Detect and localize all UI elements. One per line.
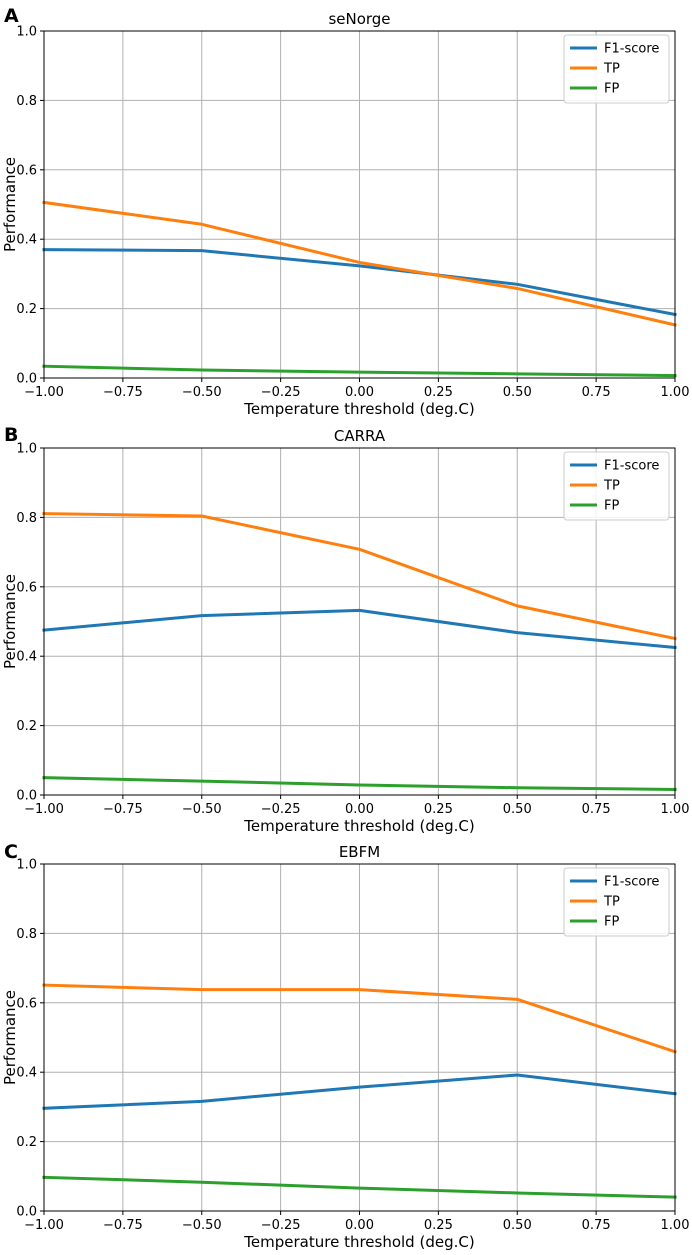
y-tick-label: 0.0 [16, 789, 37, 804]
x-tick-label: 0.50 [503, 1218, 532, 1233]
series-line-fp [42, 364, 677, 378]
x-axis-label: Temperature threshold (deg.C) [243, 817, 474, 835]
y-tick-label: 0.6 [16, 163, 37, 178]
x-tick-label: 1.00 [661, 385, 690, 400]
series-line-f1-score [42, 248, 677, 317]
x-tick-label: 0.50 [503, 385, 532, 400]
legend: F1-score TP FP [563, 451, 670, 521]
x-tick-label: 1.00 [661, 802, 690, 817]
y-tick-label: 0.8 [16, 927, 37, 942]
y-tick-label: 0.2 [16, 302, 37, 317]
x-tick-label: 0.75 [582, 1218, 611, 1233]
x-tick-label: −0.50 [182, 802, 222, 817]
panel-letter: B [4, 424, 18, 446]
legend-label: TP [603, 895, 620, 910]
y-tick-label: 0.6 [16, 580, 37, 595]
y-tick-label: 0.2 [16, 719, 37, 734]
x-tick-label: 0.00 [345, 1218, 374, 1233]
x-tick-label: −0.75 [103, 385, 143, 400]
legend-box [563, 867, 670, 937]
y-tick-label: 0.6 [16, 996, 37, 1011]
legend-label: F1-score [604, 459, 659, 474]
y-tick-label: 0.0 [16, 1205, 37, 1220]
chart-title: EBFM [339, 843, 380, 861]
y-tick-label: 0.0 [16, 372, 37, 387]
x-tick-label: −0.50 [182, 385, 222, 400]
legend: F1-score TP FP [563, 867, 670, 937]
y-tick-label: 0.8 [16, 94, 37, 109]
x-tick-label: −0.25 [261, 385, 301, 400]
panel-letter: A [4, 5, 19, 27]
x-tick-label: −0.50 [182, 1218, 222, 1233]
x-tick-label: 0.25 [424, 385, 453, 400]
y-tick-label: 1.0 [16, 442, 37, 457]
y-tick-label: 0.2 [16, 1135, 37, 1150]
x-tick-label: 1.00 [661, 1218, 690, 1233]
panel-letter: C [4, 841, 18, 863]
y-axis-label: Performance [1, 574, 19, 669]
series-line-f1-score [42, 1073, 677, 1110]
x-tick-label: 0.75 [582, 802, 611, 817]
legend-label: TP [603, 62, 620, 77]
chart-panel-b: B CARRA −1.00 −0.75 −0.50 −0.25 0.00 0.25 0.50 0.… [1, 424, 689, 835]
x-tick-label: −1.00 [24, 385, 64, 400]
legend: F1-score TP FP [563, 34, 670, 104]
y-axis-label: Performance [1, 157, 19, 252]
y-tick-label: 0.4 [16, 233, 37, 248]
x-tick-label: 0.25 [424, 802, 453, 817]
series-line-fp [42, 1175, 677, 1199]
x-tick-label: −1.00 [24, 1218, 64, 1233]
y-axis-label: Performance [1, 990, 19, 1085]
y-tick-label: 1.0 [16, 858, 37, 873]
legend-box [563, 451, 670, 521]
x-tick-label: −0.75 [103, 802, 143, 817]
x-tick-label: 0.25 [424, 1218, 453, 1233]
x-tick-label: 0.00 [345, 802, 374, 817]
x-tick-label: 0.50 [503, 802, 532, 817]
y-tick-label: 1.0 [16, 25, 37, 40]
x-tick-label: −0.75 [103, 1218, 143, 1233]
x-tick-label: −0.25 [261, 1218, 301, 1233]
series-line-tp [42, 200, 677, 327]
x-tick-label: 0.00 [345, 385, 374, 400]
series-line-f1-score [42, 608, 677, 650]
series-line-tp [42, 512, 677, 641]
legend-label: FP [604, 915, 619, 930]
legend-label: FP [604, 499, 619, 514]
chart-title: seNorge [328, 10, 390, 28]
legend-box [563, 34, 670, 104]
chart-panel-c: C EBFM −1.00 −0.75 −0.50 −0.25 0.00 0.25 0.50 0.7… [1, 841, 689, 1251]
y-tick-label: 0.8 [16, 511, 37, 526]
series-line-tp [42, 983, 677, 1054]
legend-label: F1-score [604, 875, 659, 890]
x-tick-label: −1.00 [24, 802, 64, 817]
x-tick-label: 0.75 [582, 385, 611, 400]
series-line-fp [42, 776, 677, 791]
x-axis-label: Temperature threshold (deg.C) [243, 1233, 474, 1251]
x-axis-label: Temperature threshold (deg.C) [243, 400, 474, 418]
chart-title: CARRA [334, 427, 386, 445]
x-tick-label: −0.25 [261, 802, 301, 817]
legend-label: FP [604, 82, 619, 97]
legend-label: TP [603, 479, 620, 494]
legend-label: F1-score [604, 42, 659, 57]
y-tick-label: 0.4 [16, 650, 37, 665]
y-tick-label: 0.4 [16, 1066, 37, 1081]
